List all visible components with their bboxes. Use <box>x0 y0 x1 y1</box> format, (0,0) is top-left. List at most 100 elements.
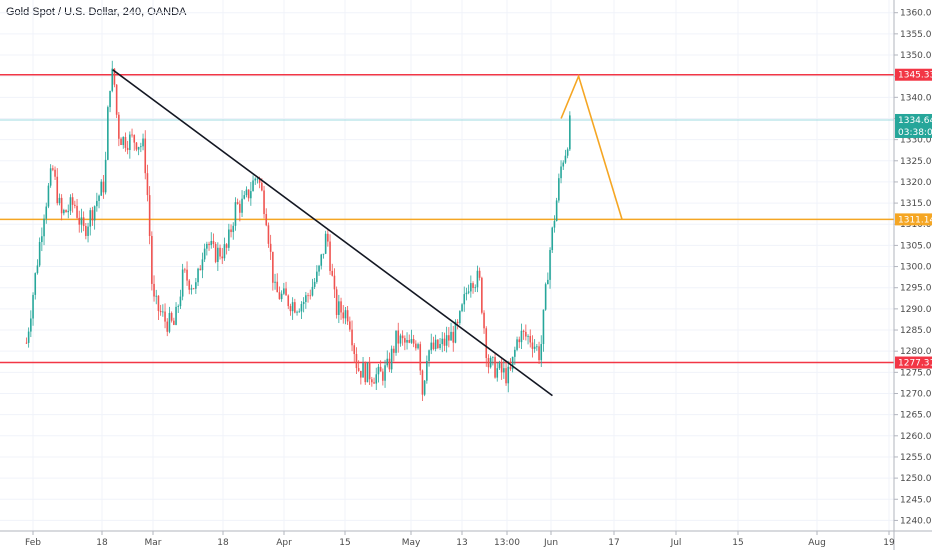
y-tick-label: 1260.000 <box>900 432 932 442</box>
candle-body <box>300 304 303 312</box>
x-tick-label: May <box>402 538 421 548</box>
candle-body <box>179 296 182 307</box>
candle-body <box>107 107 109 160</box>
candle-body <box>109 90 111 108</box>
candle-body <box>58 197 61 204</box>
price-tag-label: 1345.339 <box>898 71 932 81</box>
candle-body <box>56 176 59 204</box>
x-tick-label: Jun <box>543 538 558 548</box>
price-axis: 1360.0001355.0001350.0001345.0001340.000… <box>894 9 932 526</box>
candle-body <box>547 279 549 285</box>
candle-body <box>221 256 224 259</box>
candle-body <box>173 320 175 325</box>
candle-body <box>366 362 369 383</box>
candle-body <box>155 295 158 297</box>
candle-body <box>228 229 230 248</box>
candle-body <box>208 243 210 246</box>
candle-body <box>404 338 406 343</box>
candle-body <box>542 309 545 345</box>
candle-body <box>507 366 510 384</box>
candle-body <box>272 251 274 283</box>
candle-body <box>153 283 155 297</box>
candle-body <box>489 357 492 368</box>
candle-body <box>412 339 415 344</box>
candle-body <box>49 168 52 186</box>
candle-body <box>192 288 195 290</box>
candle-body <box>318 265 320 272</box>
candle-body <box>349 321 351 330</box>
x-tick-label: 18 <box>217 538 229 548</box>
y-tick-label: 1300.000 <box>900 263 932 273</box>
candle-body <box>360 370 362 378</box>
candle-body <box>78 217 81 225</box>
candle-body <box>291 302 294 312</box>
candle-body <box>364 363 367 383</box>
candle-body <box>525 331 527 337</box>
y-tick-label: 1280.000 <box>900 347 932 357</box>
candle-body <box>27 331 30 343</box>
candle-body <box>448 335 450 341</box>
candle-body <box>197 268 199 283</box>
candle-body <box>353 345 356 355</box>
candle-body <box>544 284 547 310</box>
candle-body <box>478 270 481 278</box>
candle-body <box>287 295 290 307</box>
candle-body <box>395 330 397 353</box>
candle-body <box>564 155 567 163</box>
candle-body <box>214 244 217 262</box>
candle-body <box>142 138 144 147</box>
candle-body <box>562 162 565 167</box>
candle-body <box>25 342 28 344</box>
candle-body <box>452 331 455 343</box>
candle-body <box>177 306 180 307</box>
candle-body <box>210 241 213 246</box>
candle-body <box>115 84 118 115</box>
candle-body <box>569 115 571 150</box>
candle-body <box>159 310 162 313</box>
candle-body <box>38 242 41 266</box>
candle-body <box>47 185 50 207</box>
candle-body <box>225 244 228 248</box>
last-price-label: 1334.643 <box>898 116 932 126</box>
y-tick-label: 1330.000 <box>900 136 932 146</box>
candle-body <box>558 178 560 201</box>
candle-body <box>505 368 507 384</box>
candle-body <box>428 350 430 362</box>
x-tick-label: 17 <box>608 538 619 548</box>
candle-body <box>243 195 246 199</box>
last-price-tag-bg <box>895 113 932 138</box>
candle-body <box>494 357 496 378</box>
candle-body <box>190 288 193 290</box>
candle-body <box>313 281 316 287</box>
candle-body <box>52 168 54 170</box>
candle-body <box>384 365 386 381</box>
candle-body <box>309 295 312 297</box>
x-tick-label: 15 <box>339 538 350 548</box>
candle-body <box>551 227 554 251</box>
candle-body <box>252 180 254 192</box>
candle-body <box>527 335 529 337</box>
candle-body <box>63 210 65 214</box>
candle-body <box>386 358 389 366</box>
candle-body <box>267 225 270 244</box>
candle-body <box>148 195 151 236</box>
candle-body <box>338 301 340 315</box>
candle-body <box>36 265 39 274</box>
candle-body <box>133 135 136 143</box>
candle-body <box>162 311 164 313</box>
candle-body <box>41 236 43 243</box>
candle-body <box>67 210 70 213</box>
candle-body <box>375 374 378 384</box>
candle-body <box>344 310 347 319</box>
candle-body <box>307 295 309 297</box>
price-tag-bg <box>895 356 932 369</box>
candle-body <box>69 197 72 211</box>
candle-body <box>265 214 268 226</box>
candle-body <box>379 366 382 372</box>
candle-body <box>186 269 188 281</box>
x-tick-label: 19 <box>883 538 895 548</box>
candles <box>25 60 571 402</box>
grid <box>0 0 894 531</box>
candle-body <box>516 339 518 350</box>
